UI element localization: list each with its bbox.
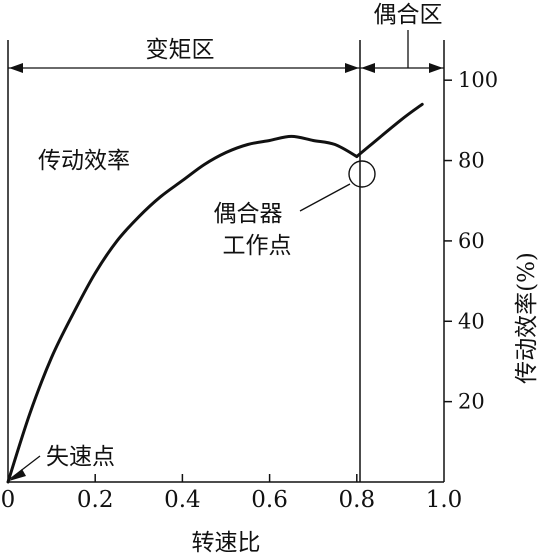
torque-region-arrowhead-left — [9, 63, 23, 73]
x-tick-label: 0.6 — [251, 487, 288, 513]
y-tick-label: 20 — [458, 390, 485, 414]
y-axis-title: 传动效率(%) — [514, 252, 540, 384]
region-arrows — [8, 30, 444, 73]
coupling-region-arrowhead-left — [361, 63, 375, 73]
coupling-region-arrowhead-right — [429, 63, 443, 73]
plot-frame — [7, 40, 445, 483]
y-tick-label: 40 — [458, 309, 485, 333]
series-label: 传动效率 — [38, 148, 130, 174]
efficiency-curve-coupling-region — [355, 102, 424, 158]
region-label-torque: 变矩区 — [146, 37, 215, 63]
x-tick-label: 0.8 — [339, 487, 376, 513]
stall-point-label: 失速点 — [46, 444, 115, 470]
coupling-point-leader — [299, 183, 351, 212]
x-tick-label: 0 — [1, 487, 16, 513]
series-layer — [6, 102, 424, 484]
coupling-point-annotation-line1: 偶合器 — [214, 201, 283, 227]
y-axis-ticks: 20 40 60 80 100 — [444, 68, 498, 414]
y-tick-label: 60 — [458, 229, 485, 253]
x-tick-label: 1.0 — [426, 487, 463, 513]
x-axis-title: 转速比 — [192, 530, 261, 556]
stall-point-leader — [9, 455, 41, 480]
y-tick-label: 100 — [458, 68, 498, 92]
coupling-point-annotation-line2: 工作点 — [223, 233, 292, 259]
stall-point-arrowhead — [9, 469, 26, 481]
coupling-point-marker — [348, 160, 376, 188]
y-tick-label: 80 — [458, 149, 485, 173]
x-tick-label: 0.2 — [77, 487, 114, 513]
x-tick-label: 0.4 — [164, 487, 201, 513]
x-axis-ticks: 0 0.2 0.4 0.6 0.8 1.0 — [1, 474, 463, 513]
torque-region-arrowhead-right — [345, 63, 359, 73]
efficiency-curve-torque-region — [6, 134, 359, 484]
region-label-coupling: 偶合区 — [374, 2, 443, 28]
